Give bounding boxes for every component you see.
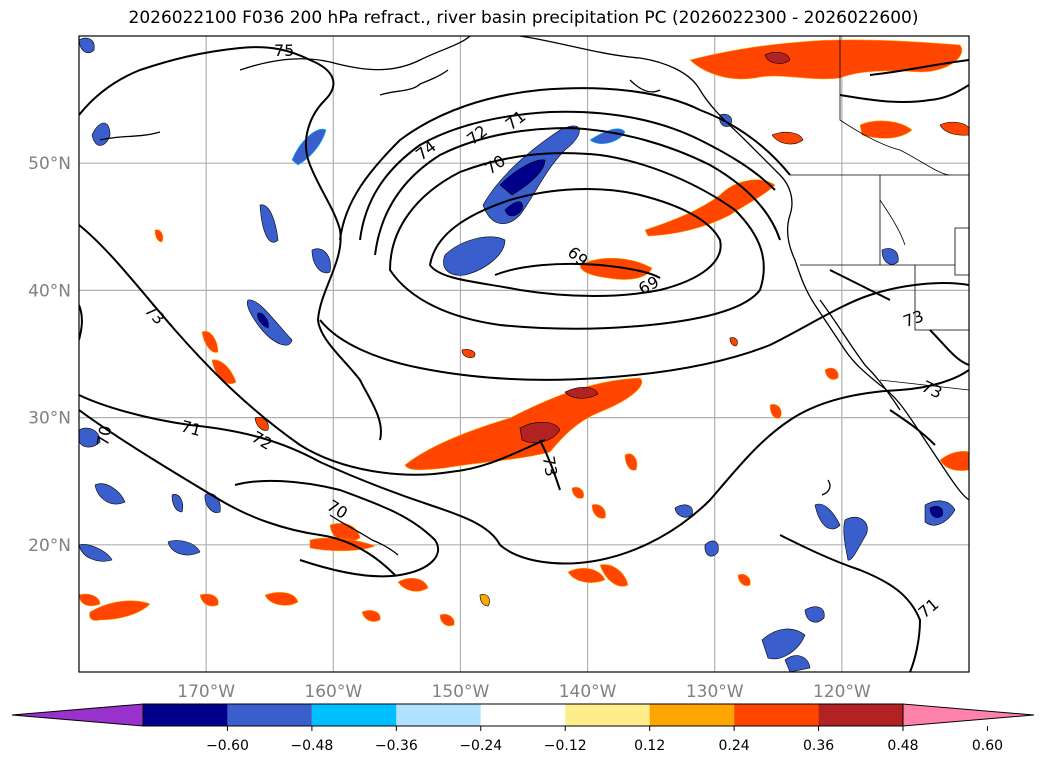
colorbar-bin [143,704,228,726]
refractivity-contours [79,46,969,672]
negative-anomaly-patches [79,37,956,672]
longitude-tick-label: 160°W [304,682,362,702]
colorbar-bin [227,704,312,726]
longitude-tick-label: 140°W [559,682,617,702]
latitude-labels: 20°N 30°N 40°N 50°N [28,154,71,556]
colorbar-bin [734,704,819,726]
colorbar-tick-label: 0.24 [719,738,750,754]
latitude-tick-label: 20°N [28,536,71,556]
colorbar-bin [818,704,903,726]
colorbar-tick-label: −0.24 [459,738,502,754]
longitude-labels: 170°W 160°W 150°W 140°W 130°W 120°W [177,682,871,702]
colorbar-tick-label: −0.48 [290,738,333,754]
coastlines [99,36,969,556]
colorbar-tick-label: 0.60 [972,738,1003,754]
colorbar-tick-label: 0.48 [887,738,918,754]
colorbar: −0.60 −0.48 −0.36 −0.24 −0.12 0.12 0.24 0.36 0.4… [11,703,1035,754]
contour-label: 75 [274,41,294,60]
longitude-tick-label: 170°W [177,682,235,702]
latitude-tick-label: 40°N [28,281,71,301]
colorbar-bin [396,704,481,726]
colorbar-bin [480,704,566,726]
colorbar-bin [649,704,735,726]
longitude-tick-label: 130°W [686,682,744,702]
colorbar-tick-label: −0.12 [544,738,587,754]
latitude-tick-label: 50°N [28,154,71,174]
contour-label: 71 [179,416,204,440]
colorbar-extension-low [11,703,144,727]
political-boundaries [790,36,969,391]
map-plot-area: 75 74 72 71 70 69 69 73 71 72 70 70 73 7… [79,36,969,672]
latitude-tick-label: 30°N [28,409,71,429]
gridlines [79,36,969,672]
positive-anomaly-patches [79,39,969,627]
longitude-tick-label: 120°W [813,682,871,702]
colorbar-tick-label: −0.36 [375,738,418,754]
map-frame [78,35,970,673]
contour-label: 70 [93,424,115,447]
contour-label: 73 [539,455,561,478]
colorbar-extension-high [902,703,1035,727]
colorbar-bin [565,704,650,726]
colorbar-tick-label: −0.60 [206,738,249,754]
colorbar-frame [142,703,904,727]
colorbar-bin [311,704,397,726]
longitude-tick-label: 150°W [432,682,490,702]
colorbar-tick-label: 0.36 [803,738,834,754]
colorbar-tick-label: 0.12 [634,738,665,754]
map-title: 2026022100 F036 200 hPa refract., river … [128,8,919,28]
